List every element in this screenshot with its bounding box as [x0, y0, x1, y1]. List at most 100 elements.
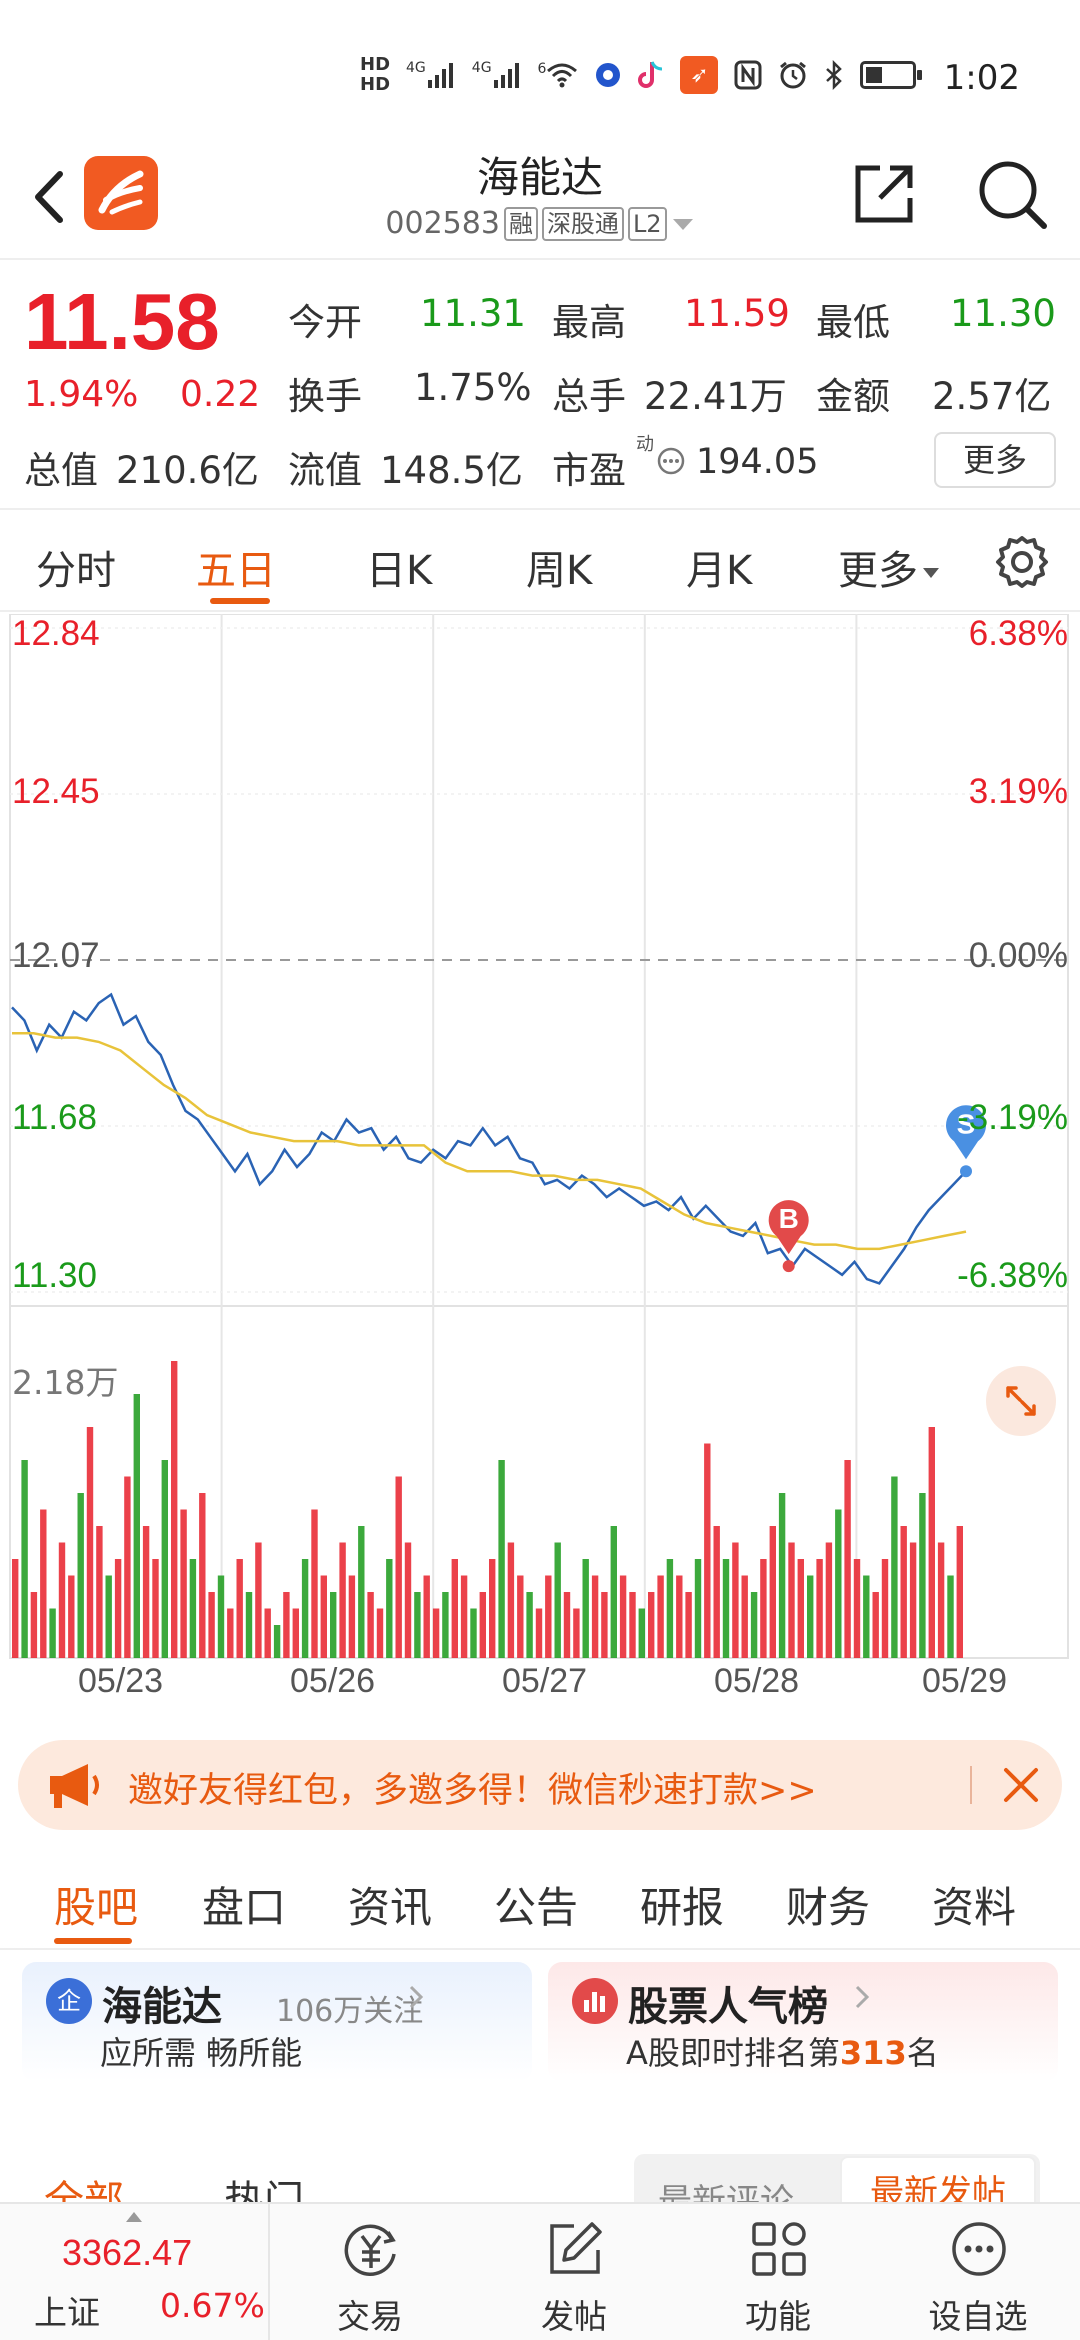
high-label: 最高 — [552, 301, 626, 344]
bluetooth-icon — [824, 60, 844, 90]
period-tabs: 分时 五日 日K 周K 月K 更多 — [0, 512, 1080, 612]
forum-title: 海能达 — [102, 1984, 222, 2030]
app-logo — [84, 156, 158, 230]
active-tab-indicator — [210, 598, 270, 604]
volume-bar — [638, 1608, 645, 1658]
volume-bar — [320, 1575, 327, 1658]
volume-bar — [124, 1476, 131, 1658]
volume-bar — [591, 1575, 599, 1658]
volume-bar — [517, 1575, 524, 1658]
nav-add-watchlist[interactable]: 设自选 — [898, 2204, 1058, 2340]
index-name: 上证 — [34, 2293, 100, 2332]
tab-news[interactable]: 资讯 — [348, 1883, 433, 1932]
index-ticker[interactable]: 3362.47 上证 0.67% — [0, 2204, 270, 2340]
nav-functions[interactable]: 功能 — [698, 2204, 858, 2340]
promo-text: 邀好友得红包，多邀多得！微信秒速打款>> — [128, 1771, 817, 1811]
tab-daily-k[interactable]: 日K — [366, 548, 433, 594]
nav-trade[interactable]: 交易 — [290, 2204, 450, 2340]
ranking-icon — [572, 1978, 618, 2024]
volume-bar — [563, 1592, 571, 1658]
volume-bar — [816, 1559, 823, 1658]
forum-card[interactable]: 企 海能达 106万关注 应所需 畅所能 — [22, 1962, 532, 2082]
volume-bar — [460, 1575, 468, 1658]
volume-bar — [442, 1592, 449, 1658]
back-arrow-icon — [35, 171, 63, 223]
volume-bar — [769, 1526, 776, 1658]
y-tick-left: 11.68 — [12, 1098, 97, 1137]
change-percent: 1.94% — [24, 374, 139, 415]
volume-bar — [498, 1460, 505, 1658]
trade-marker-dot — [782, 1260, 795, 1273]
volume-bar — [545, 1575, 552, 1658]
popularity-card[interactable]: 股票人气榜 A股即时排名第313名 — [548, 1962, 1058, 2082]
volume-bar — [189, 1559, 197, 1658]
battery-icon — [860, 61, 923, 89]
quote-more-button[interactable]: 更多 — [934, 432, 1056, 488]
price-line — [11, 992, 967, 1285]
volume-bar — [105, 1575, 112, 1658]
stock-code-row[interactable]: 002583 融 深股通 L2 — [0, 206, 1080, 241]
volume-bar — [227, 1608, 234, 1658]
search-icon — [979, 161, 1047, 229]
y-tick-left: 12.45 — [12, 772, 100, 811]
volume-bar — [339, 1542, 346, 1658]
y-tick-right: -6.38% — [957, 1256, 1068, 1295]
back-button[interactable] — [22, 160, 82, 230]
volume-bar — [778, 1493, 786, 1658]
volume-bar — [283, 1592, 290, 1658]
volume-bar — [292, 1608, 299, 1658]
alarm-icon — [778, 60, 808, 90]
float-label: 流值 — [288, 449, 362, 492]
banner-divider — [970, 1766, 972, 1804]
net2-label: 4G — [471, 60, 492, 76]
date-label: 05/26 — [290, 1662, 376, 1700]
volume-bar — [21, 1460, 28, 1658]
tab-research[interactable]: 研报 — [640, 1883, 725, 1932]
volume-bar — [395, 1476, 402, 1658]
status-time: 1:02 — [943, 58, 1020, 98]
share-button[interactable] — [852, 162, 916, 226]
tab-five-day[interactable]: 五日 — [196, 548, 276, 594]
expand-chart-button[interactable] — [986, 1366, 1056, 1436]
caret-down-icon — [923, 568, 939, 578]
turnover-label: 换手 — [288, 375, 362, 418]
volume-bar — [582, 1559, 589, 1658]
volume-bar — [872, 1592, 879, 1658]
volume-bar — [376, 1608, 384, 1658]
tab-intraday[interactable]: 分时 — [36, 548, 116, 594]
volume-bar — [161, 1460, 168, 1658]
volume-bar — [133, 1394, 140, 1658]
tab-monthly-k[interactable]: 月K — [686, 548, 753, 594]
popularity-title: 股票人气榜 — [628, 1984, 828, 2030]
tab-weekly-k[interactable]: 周K — [526, 548, 593, 594]
volume-bar — [142, 1526, 150, 1658]
volume-bar — [573, 1608, 580, 1658]
volume-bar — [49, 1608, 56, 1658]
tab-forum[interactable]: 股吧 — [54, 1883, 139, 1932]
low-value: 11.30 — [950, 292, 1056, 335]
tab-finance[interactable]: 财务 — [786, 1883, 871, 1932]
close-banner-button[interactable] — [998, 1762, 1044, 1808]
volume-bar — [685, 1592, 692, 1658]
search-button[interactable] — [974, 156, 1050, 232]
trade-marker-pin — [768, 1200, 809, 1255]
tab-orderbook[interactable]: 盘口 — [202, 1883, 287, 1932]
volume-bar — [937, 1542, 945, 1658]
mktcap-value: 210.6亿 — [116, 449, 259, 492]
tab-announcements[interactable]: 公告 — [494, 1883, 579, 1932]
index-value: 3362.47 — [62, 2232, 193, 2273]
pe-label: 市盈 — [552, 449, 626, 492]
tab-more[interactable]: 更多 — [838, 538, 940, 596]
section-tabs: 股吧 盘口 资讯 公告 研报 财务 资料 — [0, 1850, 1080, 1950]
date-label: 05/28 — [714, 1662, 800, 1700]
logo-icon — [98, 170, 144, 215]
info-icon[interactable] — [656, 442, 686, 485]
chart-settings-button[interactable] — [992, 532, 1052, 592]
y-tick-left: 12.07 — [12, 936, 100, 975]
promo-banner[interactable]: 邀好友得红包，多邀多得！微信秒速打款>> — [18, 1740, 1062, 1830]
nav-post[interactable]: 发帖 — [494, 2204, 654, 2340]
tab-profile[interactable]: 资料 — [932, 1883, 1017, 1932]
volume-bar — [863, 1575, 870, 1658]
volume-bar — [77, 1493, 84, 1658]
